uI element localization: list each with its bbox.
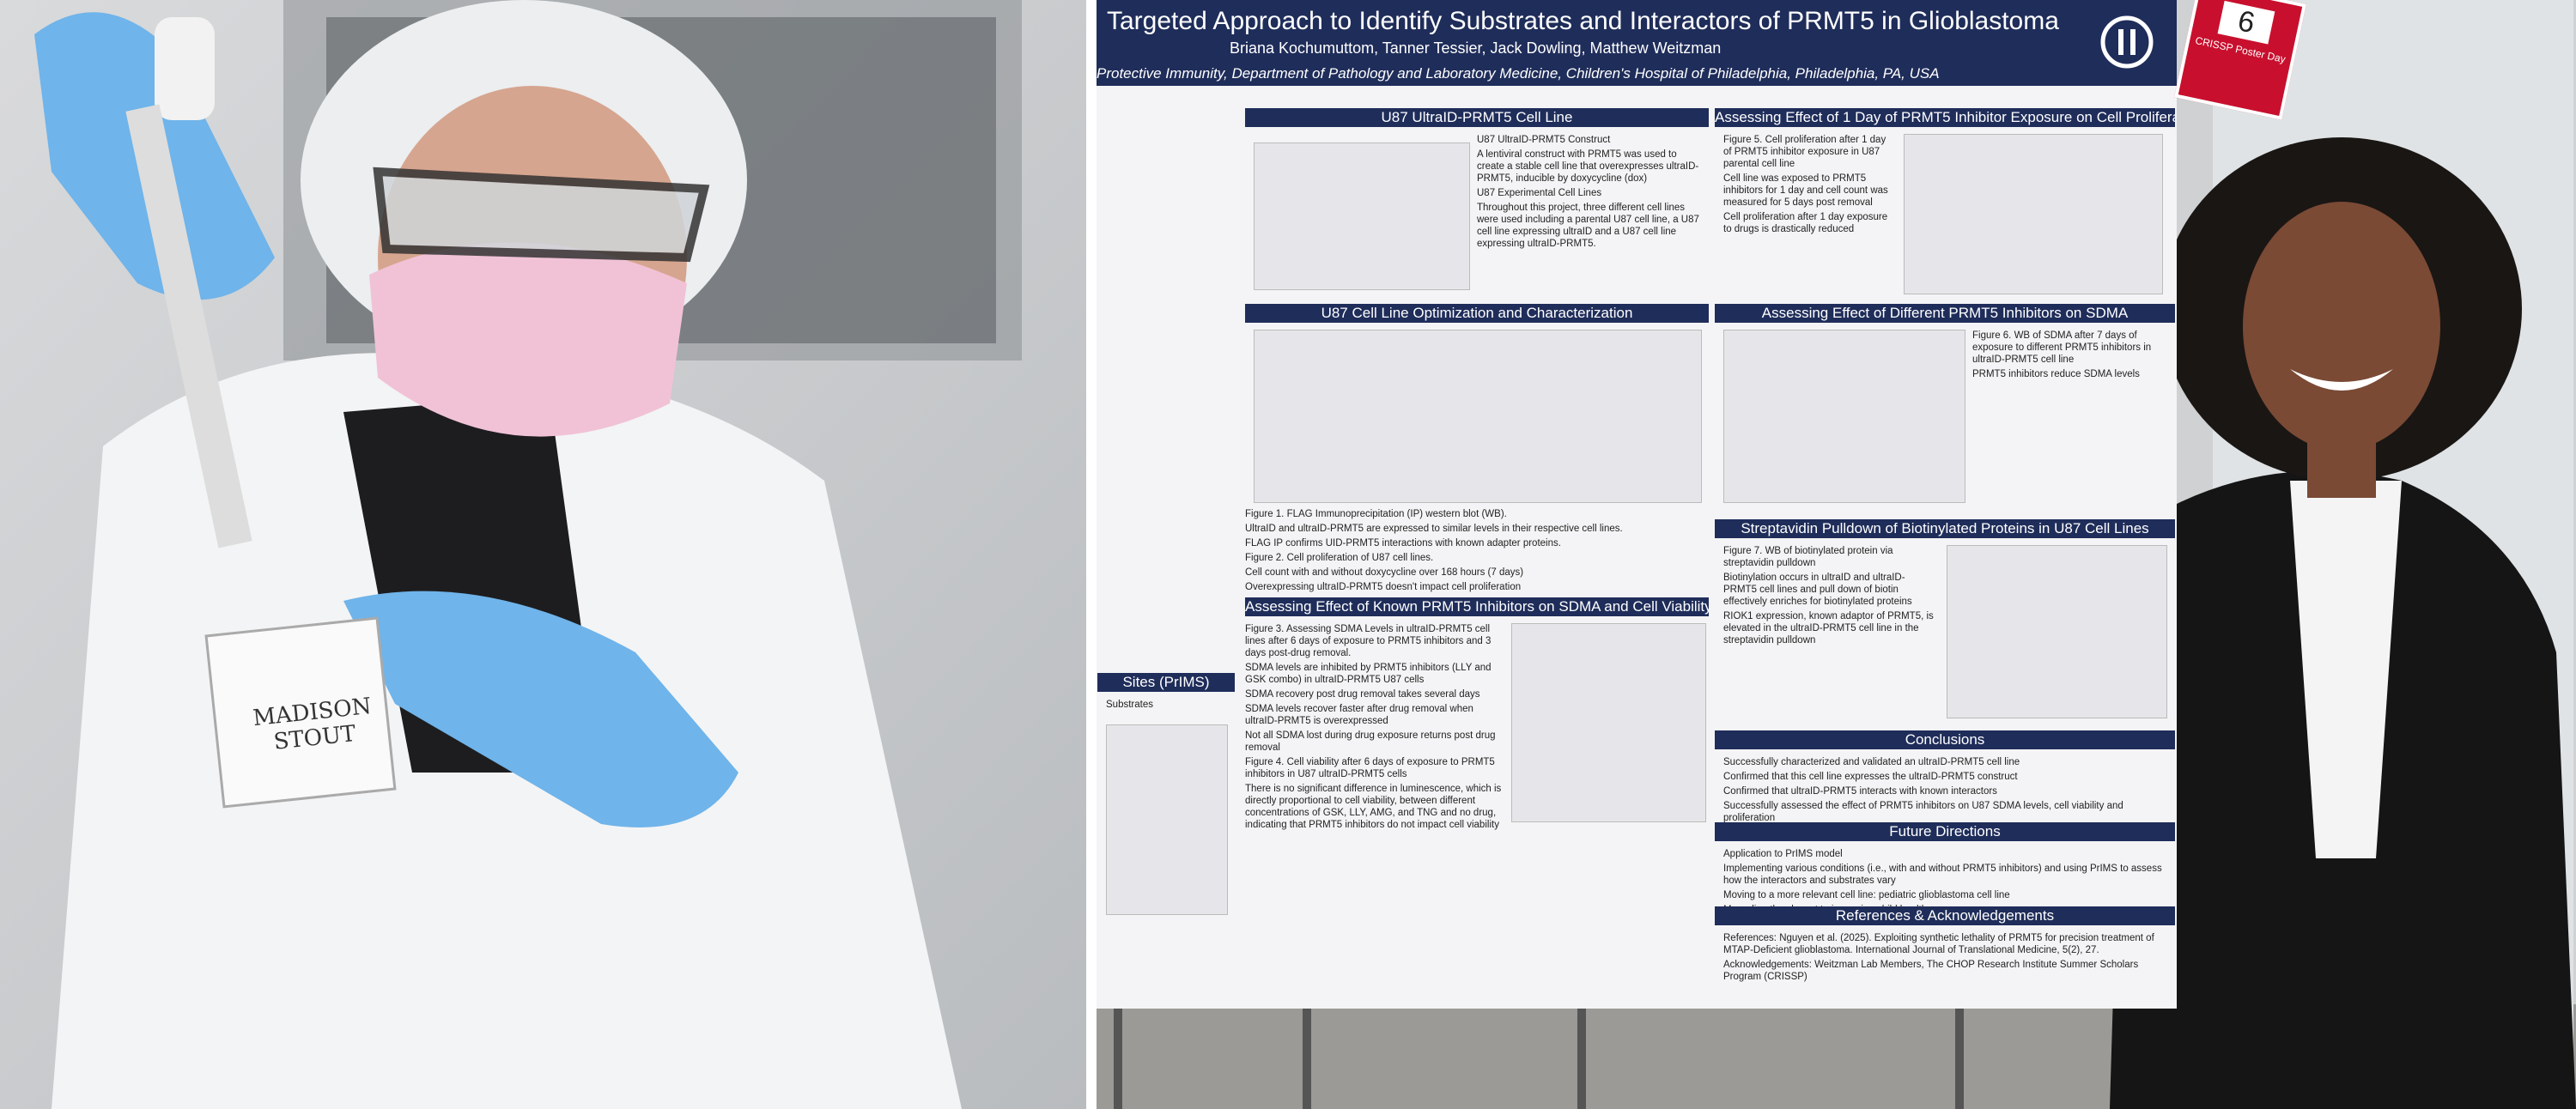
poster-section: U87 UltraID-PRMT5 Cell Line U87 UltraID-P… <box>1245 108 1709 301</box>
section-line: Successfully characterized and validated… <box>1723 757 2020 767</box>
section-line: Cell proliferation after 1 day exposure … <box>1723 212 1888 234</box>
section-title: Assessing Effect of Different PRMT5 Inhi… <box>1715 304 2175 323</box>
section-line: Confirmed that this cell line expresses … <box>1723 772 2018 782</box>
section-line: References: Nguyen et al. (2025). Exploi… <box>1723 933 2154 955</box>
section-line: SDMA recovery post drug removal takes se… <box>1245 689 1480 700</box>
section-line: UltraID and ultraID-PRMT5 are expressed … <box>1245 524 1623 534</box>
section-text: Figure 3. Assessing SDMA Levels in ultra… <box>1245 623 1503 833</box>
section-line: Figure 2. Cell proliferation of U87 cell… <box>1245 553 1434 563</box>
section-text: Substrates <box>1106 699 1226 713</box>
section-title: Assessing Effect of 1 Day of PRMT5 Inhib… <box>1715 108 2175 127</box>
figure-placeholder <box>1254 142 1470 290</box>
section-line: Figure 5. Cell proliferation after 1 day… <box>1723 135 1886 169</box>
section-line: RIOK1 expression, known adaptor of PRMT5… <box>1723 611 1934 645</box>
lab-photo <box>0 0 1086 1109</box>
poster-section: U87 Cell Line Optimization and Character… <box>1245 304 1709 592</box>
section-title: Conclusions <box>1715 730 2175 749</box>
poster: Targeted Approach to Identify Substrates… <box>1097 0 2177 1009</box>
figure-placeholder <box>1723 330 1965 503</box>
section-title: U87 UltraID-PRMT5 Cell Line <box>1245 108 1709 127</box>
sign-number: 6 <box>2217 0 2275 45</box>
section-line: SDMA levels are inhibited by PRMT5 inhib… <box>1245 663 1492 685</box>
section-line: Throughout this project, three different… <box>1477 203 1699 249</box>
poster-title: Targeted Approach to Identify Substrates… <box>1107 7 2059 35</box>
section-line: Cell count with and without doxycycline … <box>1245 567 1524 578</box>
section-line: There is no significant difference in lu… <box>1245 784 1502 830</box>
section-line: Implementing various conditions (i.e., w… <box>1723 864 2162 886</box>
section-line: Figure 4. Cell viability after 6 days of… <box>1245 757 1495 779</box>
poster-section: References & Acknowledgements References:… <box>1715 906 2175 1005</box>
section-line: U87 UltraID-PRMT5 Construct <box>1477 135 1611 145</box>
poster-section: Sites (PrIMS) Substrates <box>1097 673 1235 930</box>
section-text: Figure 5. Cell proliferation after 1 day… <box>1723 134 1895 238</box>
section-text: Figure 6. WB of SDMA after 7 days of exp… <box>1972 330 2170 383</box>
figure-placeholder <box>1904 134 2163 294</box>
poster-section: Streptavidin Pulldown of Biotinylated Pr… <box>1715 519 2175 725</box>
section-line: U87 Experimental Cell Lines <box>1477 188 1602 198</box>
section-line: Application to PrIMS model <box>1723 849 1843 859</box>
section-title: Assessing Effect of Known PRMT5 Inhibito… <box>1245 597 1709 616</box>
poster-authors: Briana Kochumuttom, Tanner Tessier, Jack… <box>1230 39 1722 57</box>
section-line: A lentiviral construct with PRMT5 was us… <box>1477 149 1699 184</box>
section-line: Figure 6. WB of SDMA after 7 days of exp… <box>1972 330 2152 365</box>
section-title: Sites (PrIMS) <box>1097 673 1235 692</box>
figure-placeholder <box>1254 330 1702 503</box>
section-line: FLAG IP confirms UID-PRMT5 interactions … <box>1245 538 1561 548</box>
section-line: Successfully assessed the effect of PRMT… <box>1723 801 2123 823</box>
poster-section: Assessing Effect of Known PRMT5 Inhibito… <box>1245 597 1709 1001</box>
section-line: Figure 7. WB of biotinylated protein via… <box>1723 546 1893 568</box>
section-title: References & Acknowledgements <box>1715 906 2175 925</box>
figure-placeholder <box>1511 623 1706 822</box>
section-line: Cell line was exposed to PRMT5 inhibitor… <box>1723 173 1888 208</box>
section-line: Biotinylation occurs in ultraID and ultr… <box>1723 573 1912 607</box>
section-line: Figure 3. Assessing SDMA Levels in ultra… <box>1245 624 1492 658</box>
section-title: U87 Cell Line Optimization and Character… <box>1245 304 1709 323</box>
poster-section: Future Directions Application to PrIMS mo… <box>1715 822 2175 915</box>
section-line: Substrates <box>1106 700 1153 710</box>
figure-placeholder <box>1947 545 2167 718</box>
section-text: Figure 7. WB of biotinylated protein via… <box>1723 545 1938 649</box>
poster-section: Assessing Effect of Different PRMT5 Inhi… <box>1715 304 2175 514</box>
poster-section: Assessing Effect of 1 Day of PRMT5 Inhib… <box>1715 108 2175 301</box>
section-line: Moving to a more relevant cell line: ped… <box>1723 890 2010 900</box>
section-title: Future Directions <box>1715 822 2175 841</box>
section-line: Not all SDMA lost during drug exposure r… <box>1245 730 1496 753</box>
section-text: References: Nguyen et al. (2025). Exploi… <box>1723 932 2170 985</box>
section-line: SDMA levels recover faster after drug re… <box>1245 704 1473 726</box>
chop-logo <box>2100 15 2154 69</box>
poster-header: Targeted Approach to Identify Substrates… <box>1097 0 2177 86</box>
section-text: Figure 1. FLAG Immunoprecipitation (IP) … <box>1245 508 1709 596</box>
section-line: Acknowledgements: Weitzman Lab Members, … <box>1723 960 2139 982</box>
section-line: Overexpressing ultraID-PRMT5 doesn't imp… <box>1245 582 1522 592</box>
figure-placeholder <box>1106 724 1228 915</box>
section-text: U87 UltraID-PRMT5 Construct A lentiviral … <box>1477 134 1700 252</box>
section-line: Figure 1. FLAG Immunoprecipitation (IP) … <box>1245 509 1507 519</box>
section-title: Streptavidin Pulldown of Biotinylated Pr… <box>1715 519 2175 538</box>
poster-section: Conclusions Successfully characterized an… <box>1715 730 2175 838</box>
section-line: Confirmed that ultraID-PRMT5 interacts w… <box>1723 786 1997 797</box>
poster-affiliation: Protective Immunity, Department of Patho… <box>1097 65 1940 82</box>
section-line: PRMT5 inhibitors reduce SDMA levels <box>1972 369 2140 379</box>
